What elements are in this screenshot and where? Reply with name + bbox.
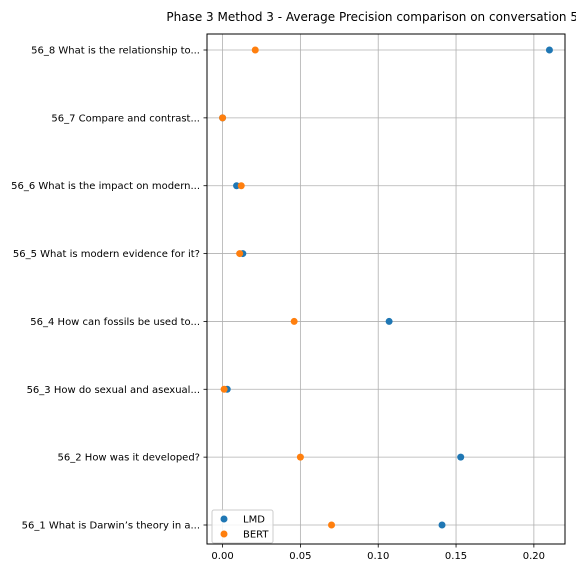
legend-marker-bert (220, 530, 228, 538)
legend: LMD BERT (211, 509, 274, 544)
legend-marker-lmd (220, 515, 228, 523)
point-bert (237, 182, 245, 190)
x-tick-label: 0.00 (211, 551, 233, 562)
point-lmd (545, 46, 553, 54)
chart-title: Phase 3 Method 3 - Average Precision com… (166, 10, 576, 24)
x-tick-label: 0.10 (367, 551, 389, 562)
y-tick-label: 56_7 Compare and contrast... (51, 113, 200, 124)
y-tick-label: 56_2 How was it developed? (58, 453, 200, 464)
x-tick-label: 0.15 (445, 551, 467, 562)
point-bert (328, 521, 336, 529)
y-tick-label: 56_1 What is Darwin’s theory in a... (22, 521, 200, 532)
point-bert (290, 317, 298, 325)
x-axis: 0.00 0.05 0.10 0.15 0.20 (211, 544, 545, 562)
point-lmd (385, 317, 393, 325)
y-tick-label: 56_3 How do sexual and asexual... (27, 385, 200, 396)
point-bert (220, 385, 228, 393)
y-axis: 56_1 What is Darwin’s theory in a... 56_2… (11, 46, 207, 532)
grid (207, 34, 565, 544)
legend-label-bert: BERT (243, 530, 269, 541)
point-lmd (438, 521, 446, 529)
y-tick-label: 56_4 How can fossils be used to... (30, 317, 200, 328)
y-tick-label: 56_5 What is modern evidence for it? (13, 249, 200, 260)
point-bert (219, 114, 227, 122)
plot-frame (206, 33, 566, 545)
point-bert (251, 46, 259, 54)
y-tick-label: 56_6 What is the impact on modern... (11, 181, 200, 192)
x-tick-label: 0.05 (289, 551, 311, 562)
legend-label-lmd: LMD (243, 515, 265, 526)
point-bert (296, 453, 304, 461)
x-tick-label: 0.20 (523, 551, 545, 562)
data-points (219, 46, 553, 529)
y-tick-label: 56_8 What is the relationship to... (31, 46, 200, 57)
point-lmd (457, 453, 465, 461)
point-bert (236, 250, 244, 258)
